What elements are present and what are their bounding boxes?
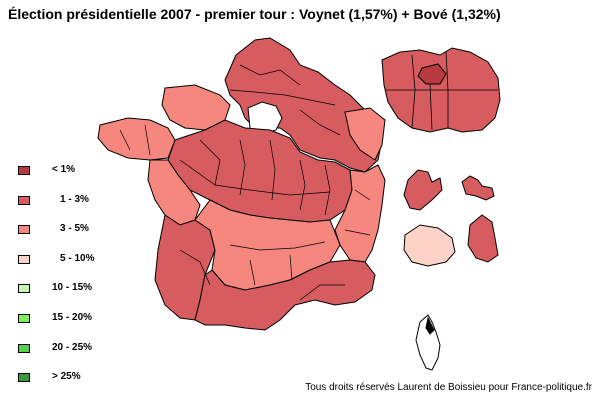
corsica-detail [425, 316, 435, 335]
legend-swatch [18, 225, 30, 234]
legend-label: 1 - 3% [60, 194, 89, 205]
legend-item: 1 - 3% [18, 194, 128, 208]
region-north [224, 37, 383, 173]
region-brittany [97, 117, 176, 161]
reunion [403, 224, 456, 267]
department-borders [119, 64, 371, 301]
legend-label: > 25% [52, 371, 81, 382]
legend-swatch [18, 166, 30, 175]
legend-swatch [18, 373, 30, 382]
guadeloupe [403, 169, 443, 211]
legend-label: 20 - 25% [52, 342, 93, 353]
martinique [461, 175, 495, 201]
legend-item: 3 - 5% [18, 223, 128, 237]
region-northeast-light [344, 107, 386, 161]
legend-label: 15 - 20% [52, 312, 93, 323]
legend-label: 3 - 5% [60, 223, 89, 234]
paris-inset-centre [417, 63, 447, 85]
corsica [415, 314, 441, 371]
legend-item: 5 - 10% [18, 253, 128, 267]
map-title: Élection présidentielle 2007 - premier t… [8, 6, 501, 22]
legend-label: 10 - 15% [52, 282, 93, 293]
legend-swatch [18, 284, 30, 293]
region-east [334, 164, 386, 263]
legend-swatch [18, 255, 30, 264]
mainland-france [97, 37, 386, 331]
overseas-territories [403, 169, 499, 371]
legend-label: 5 - 10% [60, 253, 95, 264]
legend-label: < 1% [52, 164, 76, 175]
region-south-coast [194, 259, 376, 331]
legend-swatch [18, 314, 30, 323]
legend-item: > 25% [18, 371, 128, 385]
legend-item: < 1% [18, 164, 128, 178]
paris-inset [381, 47, 501, 133]
legend-swatch [18, 344, 30, 353]
legend-item: 20 - 25% [18, 342, 128, 356]
guyane [467, 214, 499, 263]
legend-swatch [18, 196, 30, 205]
copyright-credit: Tous droits réservés Laurent de Boissieu… [305, 382, 592, 393]
legend-item: 10 - 15% [18, 282, 128, 296]
legend-item: 15 - 20% [18, 312, 128, 326]
